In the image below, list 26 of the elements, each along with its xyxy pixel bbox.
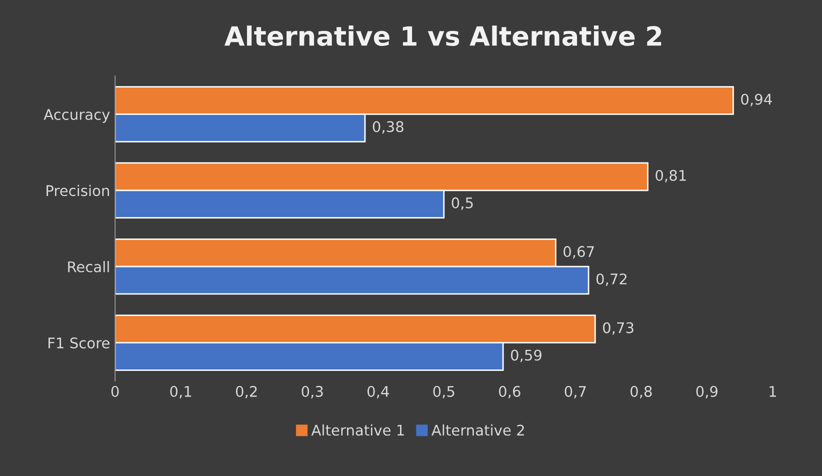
- legend-label: Alternative 1: [311, 424, 404, 436]
- x-tick-label: 0,2: [236, 386, 257, 398]
- x-tick-label: 0,6: [499, 386, 520, 398]
- x-tick-label: 1: [770, 386, 776, 397]
- y-tick-label: Recall: [68, 261, 109, 272]
- legend-label: Alternative 2: [432, 424, 524, 436]
- x-tick-label: 0,5: [433, 386, 454, 398]
- data-label: 0,73: [603, 322, 634, 335]
- x-tick-label: 0,9: [696, 386, 718, 398]
- data-label: 0,59: [510, 350, 542, 362]
- data-label: 0,72: [596, 273, 627, 286]
- x-tick-label: 0,8: [630, 386, 652, 398]
- y-tick-label: F1 Score: [48, 337, 110, 348]
- data-label: 0,94: [741, 94, 772, 106]
- x-tick-label: 0,1: [170, 386, 192, 398]
- data-label: 0,67: [564, 246, 594, 259]
- y-tick-label: Precision: [46, 184, 109, 196]
- x-tick-label: 0,3: [302, 386, 323, 398]
- data-label: 0,5: [452, 197, 473, 210]
- data-label: 0,38: [372, 121, 404, 134]
- x-tick-label: 0,4: [367, 386, 389, 398]
- x-tick-label: 0: [111, 386, 119, 397]
- data-label: 0,81: [656, 170, 686, 182]
- chart-title: Alternative 1 vs Alternative 2: [224, 26, 662, 46]
- y-tick-label: Accuracy: [44, 109, 110, 123]
- x-tick-label: 0,7: [564, 386, 586, 398]
